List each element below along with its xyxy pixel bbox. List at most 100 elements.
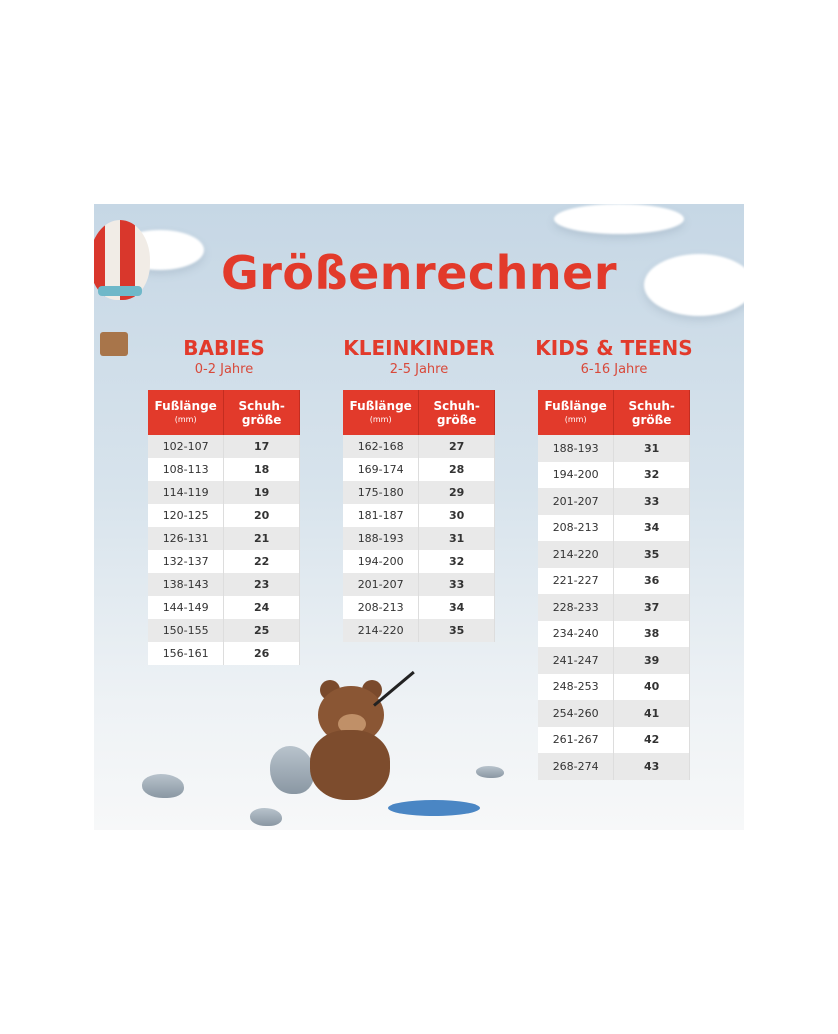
rock [250,808,282,826]
table-row: 132-137 22 [148,550,300,573]
table-row: 221-227 36 [538,567,690,594]
shoe-size-cell: 25 [223,619,300,642]
shoe-size-cell: 21 [223,527,300,550]
foot-length-cell: 268-274 [538,753,615,780]
header-unit: (mm) [369,414,392,424]
table-header-row: Fußlänge (mm) Schuh-größe [538,390,690,435]
foot-length-cell: 234-240 [538,620,615,647]
header-label: Fußlänge [544,398,607,413]
shoe-size-cell: 40 [613,673,690,700]
header-shoe-size: Schuh-größe [223,390,300,435]
table-row: 126-131 21 [148,527,300,550]
table-row: 228-233 37 [538,594,690,621]
shoe-size-cell: 26 [223,642,300,665]
foot-length-cell: 208-213 [343,596,420,619]
header-label: größe [631,412,672,427]
table-row: 188-193 31 [538,435,690,462]
table-row: 162-168 27 [343,435,495,458]
shoe-size-cell: 32 [418,550,495,573]
table-row: 120-125 20 [148,504,300,527]
shoe-size-cell: 34 [418,596,495,619]
table-row: 248-253 40 [538,673,690,700]
shoe-size-cell: 31 [418,527,495,550]
foot-length-cell: 188-193 [538,435,615,462]
table-row: 214-220 35 [343,619,495,642]
table-row: 268-274 43 [538,753,690,780]
header-unit: (mm) [564,414,587,424]
section-subtitle: 2-5 Jahre [389,362,449,377]
shoe-size-cell: 32 [613,461,690,488]
foot-length-cell: 201-207 [538,488,615,515]
shoe-size-cell: 33 [418,573,495,596]
header-label: Fußlänge [154,398,217,413]
header-label: Schuh- [433,398,480,413]
section-title: KLEINKINDER [343,336,495,360]
size-table: Fußlänge (mm) Schuh-größe 102-107 17 108-113 1… [148,390,300,665]
foot-length-cell: 150-155 [148,619,225,642]
shoe-size-cell: 39 [613,647,690,674]
shoe-size-cell: 35 [418,619,495,642]
table-row: 241-247 39 [538,647,690,674]
shoe-size-cell: 17 [223,435,300,458]
shoe-size-cell: 33 [613,488,690,515]
foot-length-cell: 162-168 [343,435,420,458]
shoe-size-cell: 23 [223,573,300,596]
table-row: 108-113 18 [148,458,300,481]
shoe-size-cell: 42 [613,726,690,753]
table-row: 201-207 33 [538,488,690,515]
foot-length-cell: 108-113 [148,458,225,481]
foot-length-cell: 144-149 [148,596,225,619]
table-row: 138-143 23 [148,573,300,596]
foot-length-cell: 201-207 [343,573,420,596]
table-header-row: Fußlänge (mm) Schuh-größe [148,390,300,435]
header-shoe-size: Schuh-größe [418,390,495,435]
foot-length-cell: 248-253 [538,673,615,700]
table-row: 234-240 38 [538,620,690,647]
size-chart-panel: Größenrechner BABIES 0-2 Jahre Fußlänge(… [94,204,744,830]
puddle [388,800,480,816]
table-row: 114-119 19 [148,481,300,504]
rock [270,746,314,794]
table-row: 188-193 31 [343,527,495,550]
table-row: 150-155 25 [148,619,300,642]
table-row: 214-220 35 [538,541,690,568]
header-unit: (mm) [174,414,197,424]
foot-length-cell: 126-131 [148,527,225,550]
size-table: Fußlänge (mm) Schuh-größe 162-168 27 169-174 2… [343,390,495,642]
shoe-size-cell: 41 [613,700,690,727]
shoe-size-cell: 34 [613,514,690,541]
shoe-size-cell: 43 [613,753,690,780]
table-row: 144-149 24 [148,596,300,619]
table-row: 181-187 30 [343,504,495,527]
shoe-size-cell: 30 [418,504,495,527]
foot-length-cell: 261-267 [538,726,615,753]
shoe-size-cell: 24 [223,596,300,619]
page-title: Größenrechner [220,246,618,300]
foot-length-cell: 214-220 [538,541,615,568]
shoe-size-cell: 35 [613,541,690,568]
table-row: 208-213 34 [343,596,495,619]
foot-length-cell: 241-247 [538,647,615,674]
header-foot-length: Fußlänge (mm) [148,390,225,435]
foot-length-cell: 214-220 [343,619,420,642]
foot-length-cell: 181-187 [343,504,420,527]
header-foot-length: Fußlänge (mm) [343,390,420,435]
shoe-size-cell: 27 [418,435,495,458]
rock [476,766,504,778]
table-row: 208-213 34 [538,514,690,541]
header-label: Schuh- [628,398,675,413]
header-foot-length: Fußlänge (mm) [538,390,615,435]
shoe-size-cell: 31 [613,435,690,462]
header-shoe-size: Schuh-größe [613,390,690,435]
foot-length-cell: 114-119 [148,481,225,504]
foot-length-cell: 120-125 [148,504,225,527]
shoe-size-cell: 19 [223,481,300,504]
size-table: Fußlänge (mm) Schuh-größe 188-193 31 194-200 3… [538,390,690,780]
section-subtitle: 0-2 Jahre [194,362,254,377]
table-row: 254-260 41 [538,700,690,727]
section-subtitle: 6-16 Jahre [580,362,648,377]
foot-length-cell: 254-260 [538,700,615,727]
foot-length-cell: 194-200 [538,461,615,488]
shoe-size-cell: 20 [223,504,300,527]
teddy-bear-icon [304,678,404,808]
